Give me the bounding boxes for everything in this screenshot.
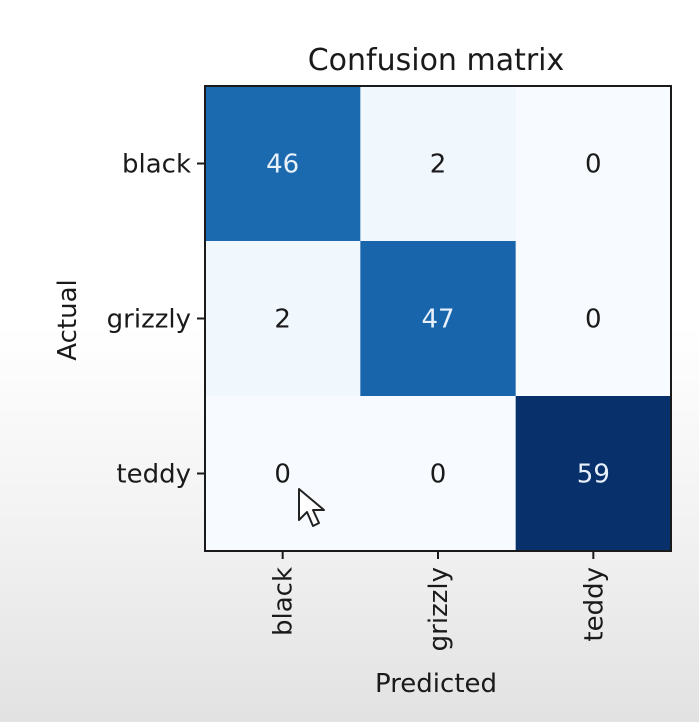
heatmap-cell [205,396,361,552]
y-tick-label: teddy [116,460,191,490]
mouse-cursor-icon [298,488,325,527]
cell-value-label: 0 [274,460,291,490]
heatmap-cell [205,241,361,397]
cell-value-label: 0 [430,460,447,490]
x-tick-label: black [269,567,299,636]
heatmap-cell [515,86,672,242]
cell-value-label: 0 [585,150,602,180]
y-axis-ticks: black grizzly teddy [107,150,205,490]
heatmap-cell [515,396,672,552]
x-axis-ticks: black grizzly teddy [269,551,609,651]
x-tick-label: grizzly [424,567,454,651]
chart-title: Confusion matrix [308,43,565,78]
heatmap-cell [205,86,361,242]
heatmap-cell [515,241,672,397]
cell-value-label: 47 [421,305,454,335]
heatmap-cell [360,86,517,242]
heatmap-cell [360,241,517,397]
cell-value-label: 2 [430,150,447,180]
y-axis-label: Actual [53,279,83,360]
x-tick-label: teddy [579,567,609,642]
cell-value-label: 59 [577,460,610,490]
heatmap-cells [205,86,672,552]
heatmap-cell [360,396,517,552]
y-tick-label: grizzly [107,305,191,335]
cell-value-labels: 46 2 0 2 47 0 0 0 59 [266,150,610,490]
cell-value-label: 46 [266,150,299,180]
cell-value-label: 2 [274,305,291,335]
cell-value-label: 0 [585,305,602,335]
x-axis-label: Predicted [375,669,497,699]
y-tick-label: black [122,150,191,180]
